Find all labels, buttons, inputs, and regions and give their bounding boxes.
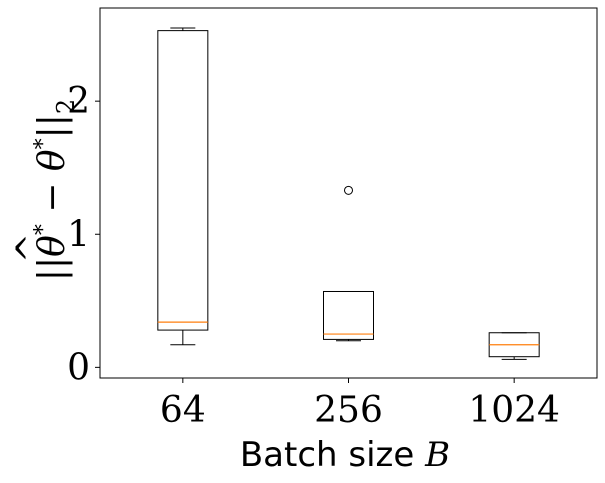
y-label-star2: *: [31, 138, 56, 149]
y-label-post: ||: [32, 114, 73, 138]
y-axis-label: ||θ* − θ*||2 ^: [10, 99, 80, 281]
box-256: [323, 290, 374, 340]
x-tick-label-64: 64: [160, 390, 206, 431]
plot-marks: [157, 27, 540, 360]
y-label-sub: 2: [52, 99, 80, 114]
y-axis-ticks: 0 1 2: [67, 81, 100, 388]
box-64: [157, 30, 209, 331]
x-axis-label-text: Batch size: [240, 435, 425, 475]
y-label-pre: ||: [32, 257, 73, 281]
x-tick-label-1024: 1024: [468, 390, 560, 431]
svg-text:||θ* − θ*||2: ||θ* − θ*||2: [31, 99, 80, 281]
y-label-minus: −: [32, 171, 73, 224]
y-tick-label-2: 2: [67, 81, 90, 122]
x-tick-label-256: 256: [314, 390, 383, 431]
box-group-64: [157, 27, 209, 346]
x-axis-label-var: B: [424, 435, 450, 475]
y-tick-label-1: 1: [67, 214, 90, 255]
y-tick-label-0: 0: [67, 347, 90, 388]
x-axis-ticks: 64 256 1024: [160, 378, 560, 431]
y-label-theta-hat: θ: [32, 235, 73, 257]
x-axis-label: Batch size B: [240, 435, 450, 475]
y-label-hat: ^: [10, 233, 51, 263]
outlier-256-0: [344, 185, 353, 195]
y-label-theta: θ: [32, 149, 73, 171]
box-group-1024: [488, 332, 540, 360]
y-label-star1: *: [31, 224, 56, 235]
box-group-256: [323, 185, 374, 342]
